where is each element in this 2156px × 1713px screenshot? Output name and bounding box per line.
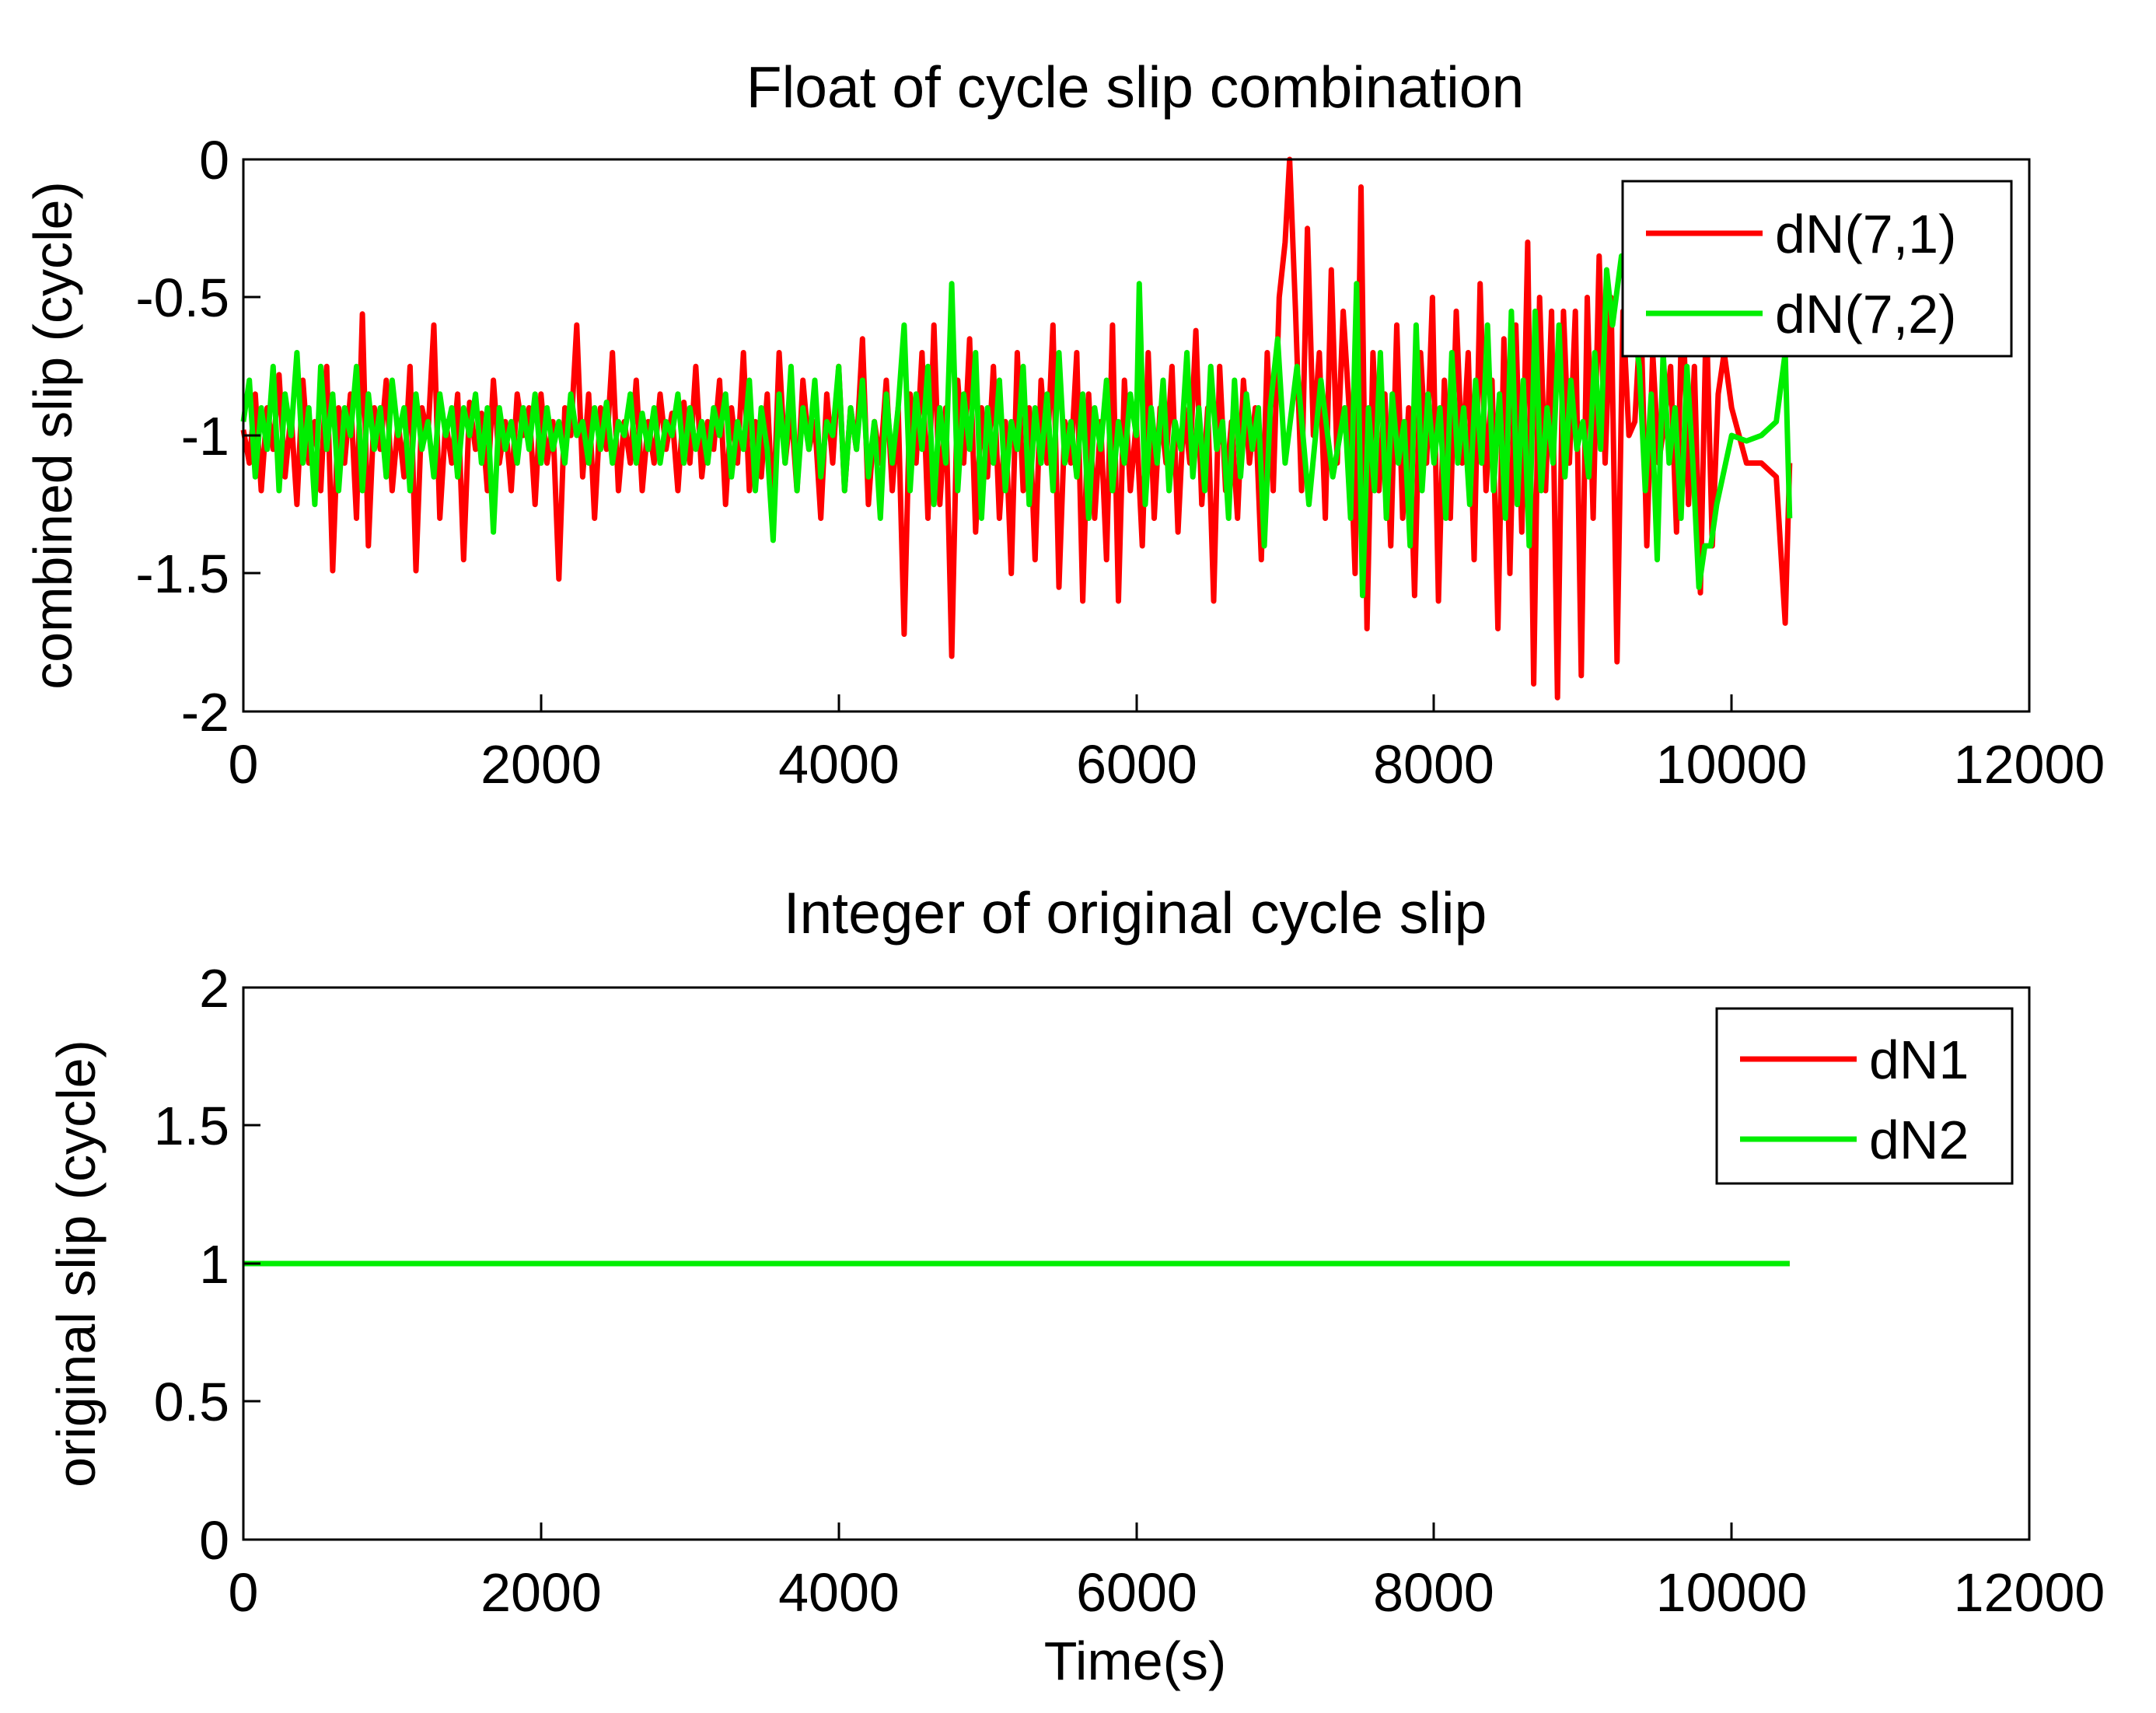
top-chart-title: Float of cycle slip combination [746,54,1524,120]
bottom-x-axis-label: Time(s) [1044,1631,1227,1691]
x-tick-label: 8000 [1373,734,1494,795]
y-tick-label: -1 [181,406,229,467]
top-x-ticks: 0 2000 4000 6000 8000 10000 12000 [229,694,2105,795]
legend-label: dN1 [1869,1030,1969,1090]
x-tick-label: 0 [229,1562,259,1623]
y-tick-label: 0 [199,130,229,191]
x-tick-label: 2000 [480,1562,602,1623]
x-tick-label: 10000 [1656,1562,1808,1623]
x-tick-label: 6000 [1076,1562,1197,1623]
x-tick-label: 2000 [480,734,602,795]
x-tick-label: 12000 [1954,734,2105,795]
bottom-y-axis-label: original slip (cycle) [46,1040,107,1488]
bottom-legend: dN1 dN2 [1715,1007,2014,1185]
y-tick-label: 2 [199,958,229,1019]
bottom-chart-title: Integer of original cycle slip [784,880,1487,946]
x-tick-label: 10000 [1656,734,1808,795]
top-y-ticks: 0 -0.5 -1 -1.5 -2 [135,130,260,743]
legend-box [1621,180,2013,358]
subplot-top: Float of cycle slip combination combined… [23,54,2105,795]
y-tick-label: 0.5 [154,1372,229,1432]
top-legend: dN(7,1) dN(7,2) [1621,180,2013,358]
y-tick-label: 0 [199,1510,229,1571]
series-line-dn-7-2 [240,253,1793,599]
x-tick-label: 8000 [1373,1562,1494,1623]
y-tick-label: 1.5 [154,1096,229,1156]
x-tick-label: 0 [229,734,259,795]
legend-box [1715,1007,2014,1185]
x-tick-label: 4000 [778,1562,900,1623]
legend-label: dN(7,2) [1775,284,1956,344]
top-y-axis-label: combined slip (cycle) [23,181,83,690]
x-tick-label: 6000 [1076,734,1197,795]
subplot-bottom: Integer of original cycle slip original … [46,880,2105,1691]
y-tick-label: -0.5 [135,267,229,328]
x-tick-label: 12000 [1954,1562,2105,1623]
x-tick-label: 4000 [778,734,900,795]
y-tick-label: -1.5 [135,544,229,604]
y-tick-label: -2 [181,682,229,743]
bottom-y-ticks: 2 1.5 1 0.5 0 [154,958,260,1571]
legend-label: dN2 [1869,1110,1969,1170]
legend-label: dN(7,1) [1775,204,1956,264]
y-tick-label: 1 [199,1234,229,1295]
bottom-x-ticks: 0 2000 4000 6000 8000 10000 12000 [229,1522,2105,1623]
